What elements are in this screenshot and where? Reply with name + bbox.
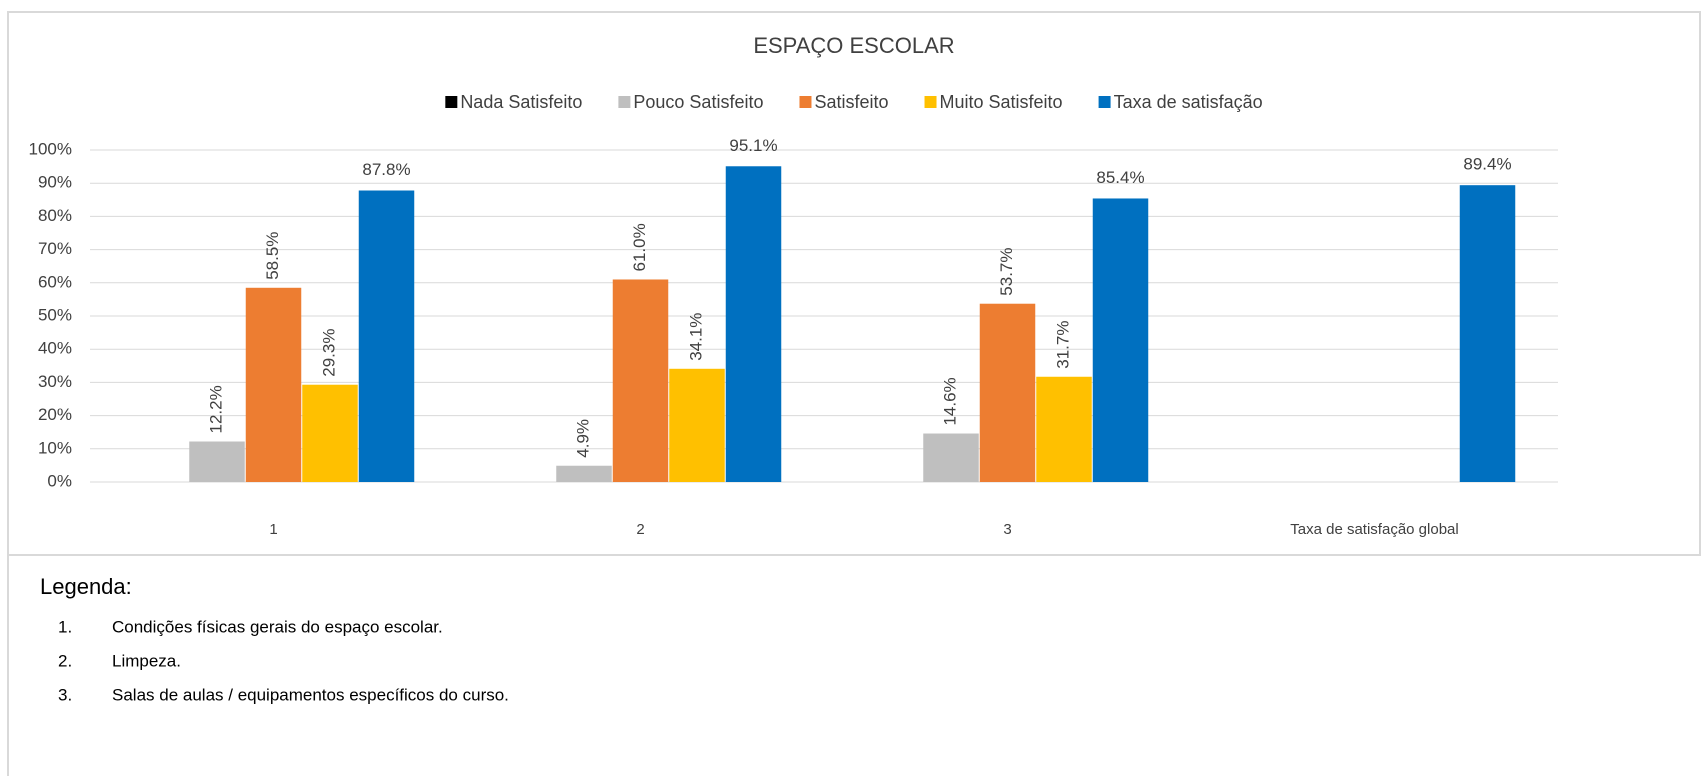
data-label: 14.6%	[940, 377, 959, 425]
data-label: 58.5%	[263, 232, 282, 280]
list-number: 3.	[58, 685, 72, 704]
data-label: 53.7%	[997, 248, 1016, 296]
bar	[979, 303, 1036, 482]
bar	[189, 441, 245, 482]
bar	[302, 384, 358, 482]
data-label: 29.3%	[319, 329, 338, 377]
legend-label: Muito Satisfeito	[940, 92, 1063, 112]
data-label: 87.8%	[362, 160, 410, 179]
legend-label: Nada Satisfeito	[460, 92, 582, 112]
y-tick-label: 60%	[38, 272, 72, 291]
bar	[923, 433, 979, 482]
y-tick-label: 30%	[38, 372, 72, 391]
bar	[556, 465, 612, 482]
data-label: 34.1%	[686, 313, 705, 361]
list-text: Condições físicas gerais do espaço escol…	[112, 617, 443, 636]
x-tick-label: 2	[636, 521, 644, 538]
legend-swatch	[1098, 96, 1111, 108]
bar	[245, 287, 302, 482]
legend-label: Satisfeito	[814, 92, 888, 112]
data-label: 89.4%	[1463, 155, 1511, 174]
y-tick-label: 40%	[38, 339, 72, 358]
legend-label: Pouco Satisfeito	[633, 92, 763, 112]
list-number: 1.	[58, 617, 72, 636]
bar	[725, 166, 782, 482]
bar	[1092, 198, 1149, 483]
y-tick-label: 70%	[38, 239, 72, 258]
y-tick-label: 100%	[29, 139, 72, 158]
y-tick-label: 50%	[38, 305, 72, 324]
data-label: 95.1%	[729, 136, 777, 155]
legend-swatch	[445, 96, 458, 108]
x-tick-label: 3	[1003, 521, 1011, 538]
data-label: 31.7%	[1053, 321, 1072, 369]
bar	[612, 279, 669, 482]
data-label: 12.2%	[206, 385, 225, 433]
legend-swatch	[618, 96, 631, 108]
list-number: 2.	[58, 651, 72, 670]
legend-section-title: Legenda:	[40, 574, 132, 599]
data-label: 85.4%	[1096, 168, 1144, 187]
x-tick-label: Taxa de satisfação global	[1290, 521, 1458, 538]
y-tick-label: 90%	[38, 173, 72, 192]
y-tick-label: 0%	[47, 471, 72, 490]
legend-swatch	[799, 96, 812, 108]
y-tick-label: 80%	[38, 206, 72, 225]
legend-label: Taxa de satisfação	[1114, 92, 1263, 112]
data-label: 61.0%	[630, 223, 649, 271]
y-tick-label: 20%	[38, 405, 72, 424]
y-tick-label: 10%	[38, 438, 72, 457]
data-label: 4.9%	[573, 419, 592, 458]
bar	[1036, 376, 1092, 482]
bar	[1459, 185, 1516, 482]
x-tick-label: 1	[269, 521, 277, 538]
legend-swatch	[924, 96, 937, 108]
chart-title: ESPAÇO ESCOLAR	[753, 33, 954, 58]
bar	[669, 368, 725, 482]
list-text: Limpeza.	[112, 651, 181, 670]
bar	[358, 190, 415, 482]
list-text: Salas de aulas / equipamentos específico…	[112, 685, 509, 704]
